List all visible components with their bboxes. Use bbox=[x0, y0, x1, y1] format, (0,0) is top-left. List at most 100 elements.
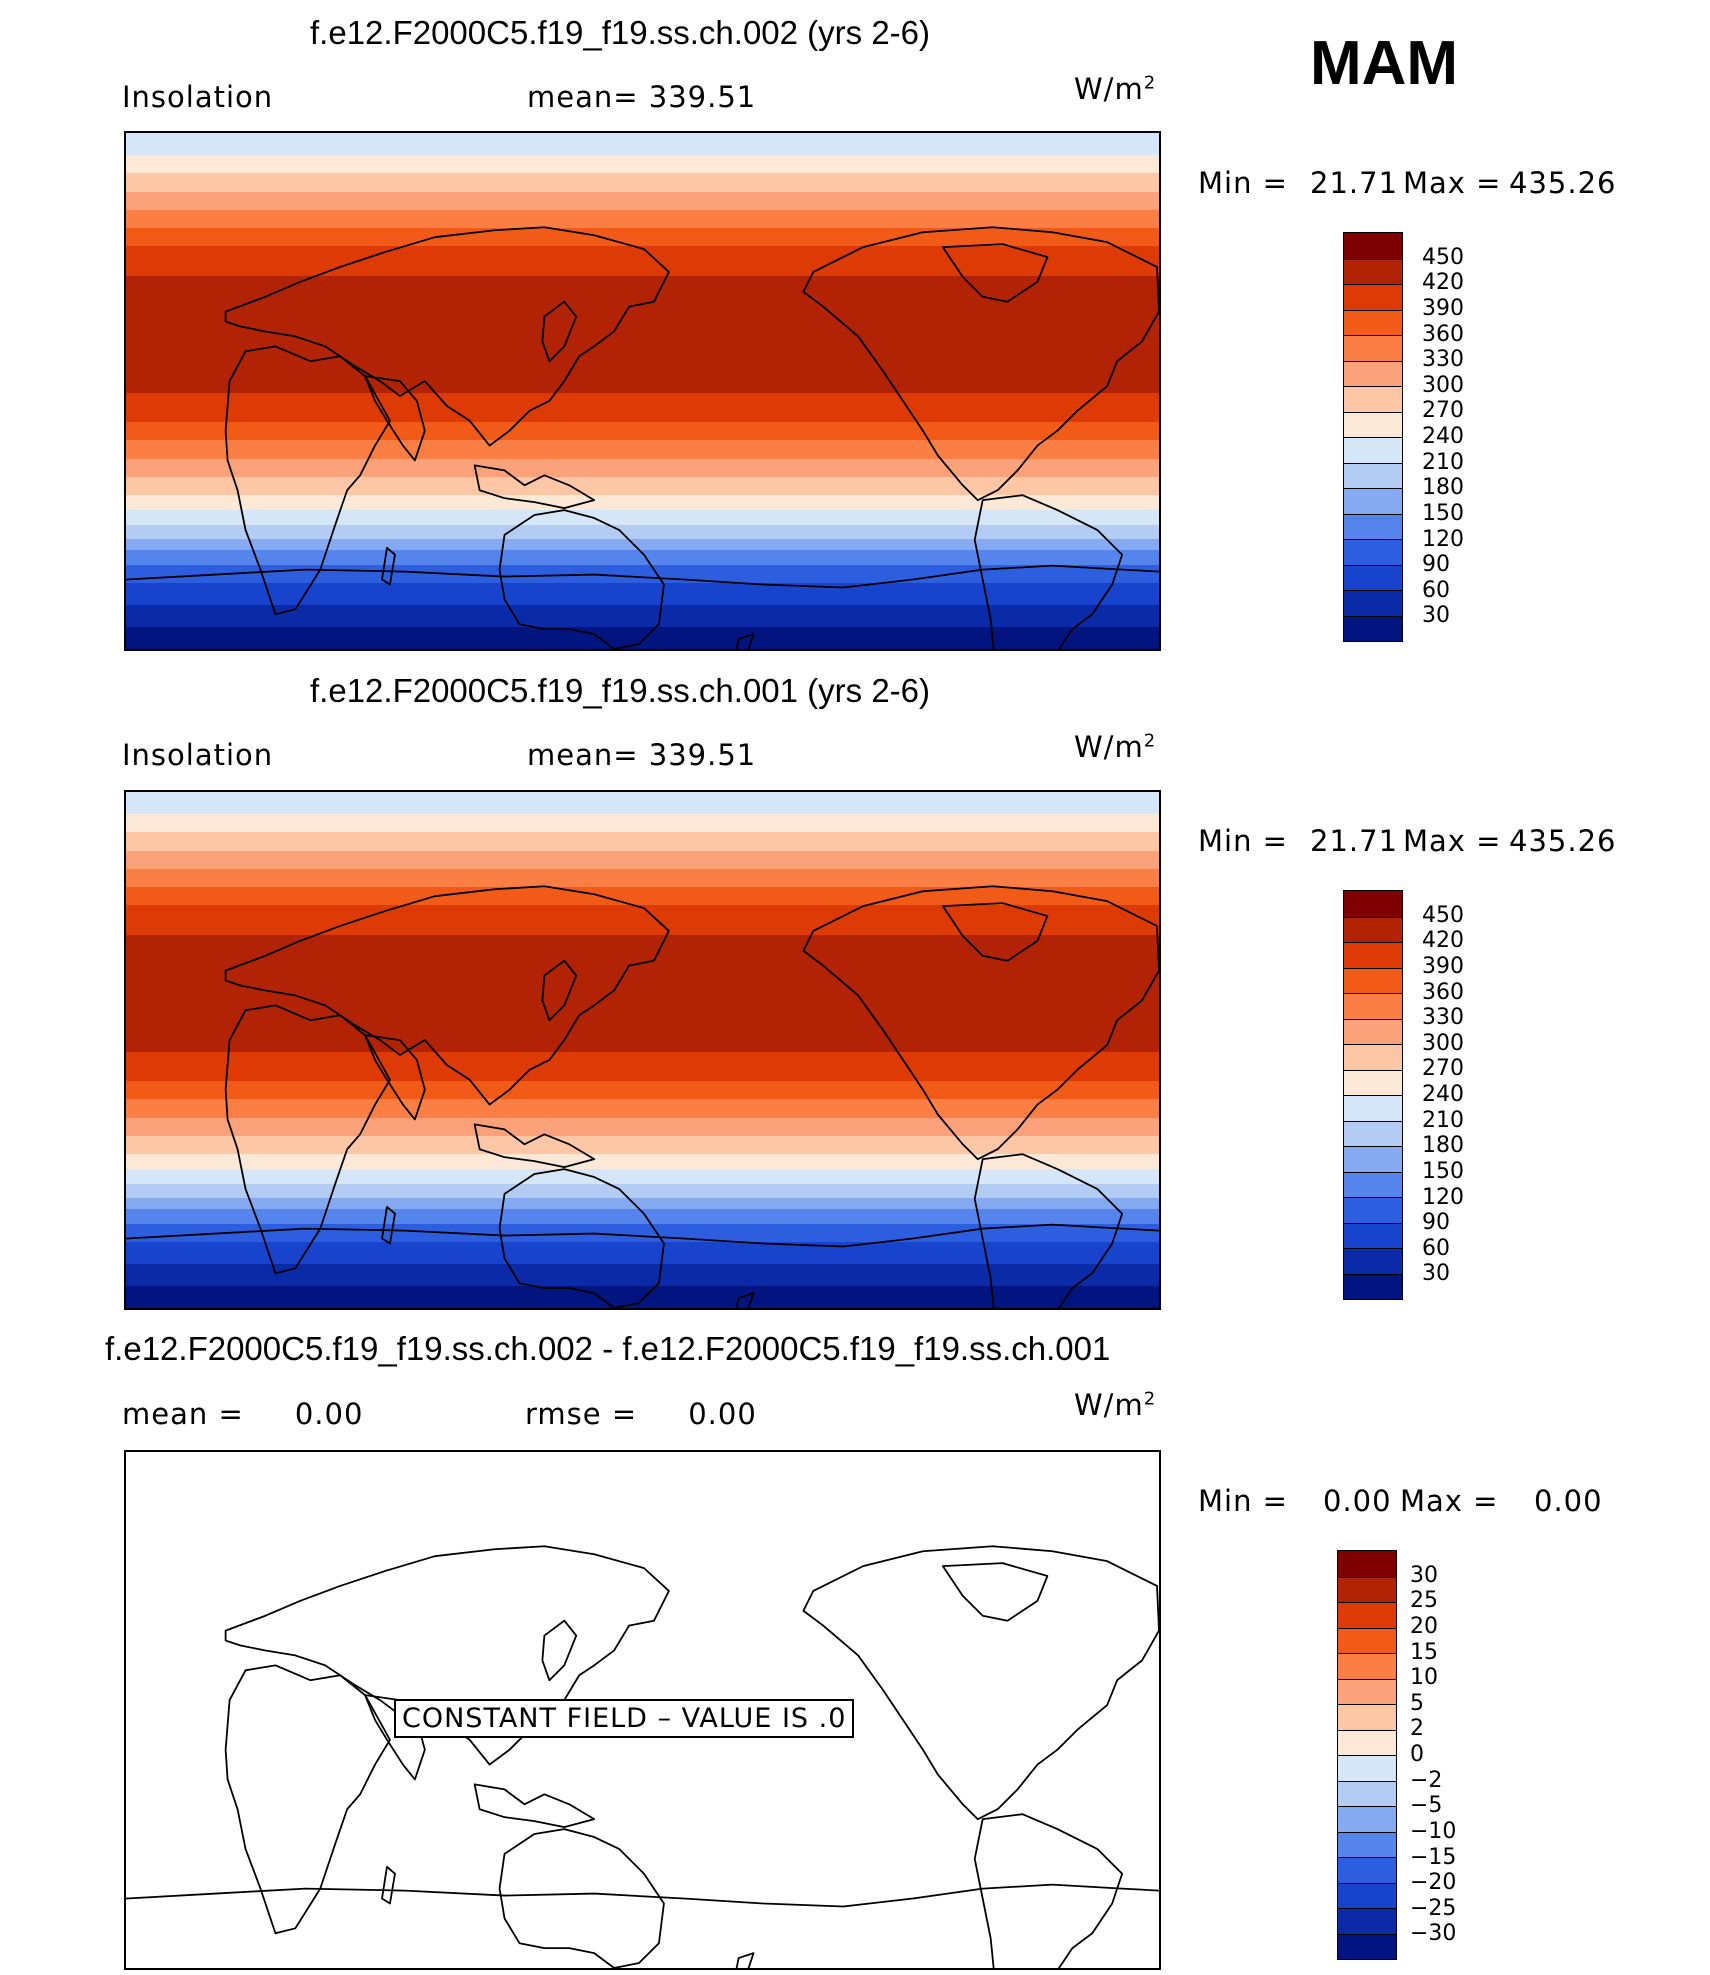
field-band bbox=[126, 495, 1159, 512]
greenland-coast bbox=[941, 243, 1049, 303]
field-band bbox=[126, 905, 1159, 937]
field-band bbox=[126, 334, 1159, 395]
field-band bbox=[126, 813, 1159, 834]
colorbar-swatch bbox=[1344, 1146, 1402, 1172]
colorbar-swatch bbox=[1338, 1908, 1396, 1934]
panel-3-colorbar bbox=[1337, 1550, 1397, 1960]
australia-coast bbox=[498, 1828, 665, 1968]
colorbar-swatch bbox=[1344, 1044, 1402, 1070]
colorbar-tick-label: −15 bbox=[1410, 1844, 1457, 1870]
colorbar-swatch bbox=[1344, 360, 1402, 386]
new-zealand-coast bbox=[735, 633, 755, 649]
colorbar-tick-label: 210 bbox=[1422, 449, 1464, 475]
panel-3-max-label: Max = bbox=[1400, 1484, 1499, 1518]
new-zealand-coast bbox=[735, 1292, 755, 1308]
colorbar-swatch bbox=[1338, 1806, 1396, 1832]
eurasia-coast bbox=[224, 885, 670, 1106]
panel-1-map bbox=[124, 131, 1161, 651]
indonesia-coast bbox=[473, 464, 596, 509]
colorbar-tick-label: 360 bbox=[1422, 321, 1464, 347]
colorbar-swatch bbox=[1344, 590, 1402, 616]
field-band bbox=[126, 1183, 1159, 1200]
colorbar-swatch bbox=[1344, 967, 1402, 993]
field-band bbox=[126, 605, 1159, 629]
field-band bbox=[126, 191, 1159, 212]
panel-1-max-value: 435.26 bbox=[1509, 166, 1617, 200]
africa-coast bbox=[224, 345, 391, 616]
madagascar-coast bbox=[381, 1205, 396, 1245]
colorbar-swatch bbox=[1344, 615, 1402, 641]
field-band bbox=[126, 275, 1159, 336]
panel-1-units: W/m2 bbox=[1074, 72, 1157, 106]
colorbar-tick-label: 120 bbox=[1422, 526, 1464, 552]
south-america-coast bbox=[973, 1813, 1124, 1968]
south-america-coast bbox=[973, 1153, 1124, 1308]
colorbar-tick-label: 2 bbox=[1410, 1716, 1424, 1742]
panel-3-min-label: Min = bbox=[1198, 1484, 1288, 1518]
colorbar-swatch bbox=[1338, 1857, 1396, 1883]
japan-coast bbox=[541, 300, 578, 363]
colorbar-swatch bbox=[1338, 1831, 1396, 1857]
colorbar-swatch bbox=[1344, 539, 1402, 565]
field-band bbox=[126, 1198, 1159, 1211]
colorbar-swatch bbox=[1344, 1018, 1402, 1044]
africa-coast bbox=[224, 1004, 391, 1275]
panel-1-colorbar bbox=[1343, 232, 1403, 642]
colorbar-tick-label: 30 bbox=[1422, 603, 1450, 629]
field-band bbox=[126, 392, 1159, 424]
colorbar-tick-label: −10 bbox=[1410, 1818, 1457, 1844]
colorbar-tick-label: 20 bbox=[1410, 1613, 1438, 1639]
colorbar-tick-label: 120 bbox=[1422, 1184, 1464, 1210]
panel-1-min-value: 21.71 bbox=[1310, 166, 1399, 200]
colorbar-tick-label: 300 bbox=[1422, 372, 1464, 398]
field-band bbox=[126, 1081, 1159, 1101]
panel-2-units: W/m2 bbox=[1074, 730, 1157, 764]
colorbar-swatch bbox=[1338, 1882, 1396, 1908]
colorbar-swatch bbox=[1344, 891, 1402, 917]
field-band bbox=[126, 934, 1159, 995]
colorbar-swatch bbox=[1338, 1602, 1396, 1628]
colorbar-tick-label: 30 bbox=[1422, 1261, 1450, 1287]
colorbar-swatch bbox=[1338, 1653, 1396, 1679]
field-band bbox=[126, 1286, 1159, 1308]
field-band bbox=[126, 832, 1159, 853]
field-band bbox=[126, 1264, 1159, 1288]
colorbar-tick-label: −2 bbox=[1410, 1767, 1443, 1793]
colorbar-tick-label: 60 bbox=[1422, 1235, 1450, 1261]
panel-1-field-bands bbox=[126, 133, 1159, 649]
africa-coast bbox=[224, 1664, 391, 1935]
field-band bbox=[126, 993, 1159, 1054]
colorbar-swatch bbox=[1344, 1069, 1402, 1095]
field-band bbox=[126, 868, 1159, 889]
north-america-coast bbox=[802, 885, 1159, 1161]
colorbar-tick-label: 150 bbox=[1422, 500, 1464, 526]
indonesia-coast bbox=[473, 1783, 596, 1828]
colorbar-swatch bbox=[1338, 1576, 1396, 1602]
panel-2-colorbar bbox=[1343, 890, 1403, 1300]
colorbar-tick-label: 330 bbox=[1422, 1005, 1464, 1031]
colorbar-swatch bbox=[1344, 488, 1402, 514]
colorbar-swatch bbox=[1344, 386, 1402, 412]
panel-3-min-value: 0.00 bbox=[1323, 1484, 1392, 1518]
north-america-coast bbox=[802, 1545, 1159, 1821]
colorbar-tick-label: 450 bbox=[1422, 902, 1464, 928]
madagascar-coast bbox=[381, 1865, 396, 1905]
field-band bbox=[126, 1242, 1159, 1266]
panel-2-title: f.e12.F2000C5.f19_f19.ss.ch.001 (yrs 2-6… bbox=[310, 672, 931, 709]
panel-2-max-value: 435.26 bbox=[1509, 824, 1617, 858]
colorbar-tick-label: 270 bbox=[1422, 1056, 1464, 1082]
colorbar-swatch bbox=[1344, 513, 1402, 539]
panel-1-title: f.e12.F2000C5.f19_f19.ss.ch.002 (yrs 2-6… bbox=[310, 14, 931, 51]
colorbar-tick-label: 90 bbox=[1422, 552, 1450, 578]
colorbar-swatch bbox=[1344, 309, 1402, 335]
japan-coast bbox=[541, 1619, 578, 1682]
coastline-overlay bbox=[126, 885, 1159, 1308]
colorbar-swatch bbox=[1338, 1551, 1396, 1577]
colorbar-swatch bbox=[1344, 564, 1402, 590]
colorbar-tick-label: 180 bbox=[1422, 475, 1464, 501]
field-band bbox=[126, 792, 1159, 816]
colorbar-tick-label: 5 bbox=[1410, 1690, 1424, 1716]
greenland-coast bbox=[941, 1562, 1049, 1622]
antarctica-coast bbox=[126, 1223, 1159, 1248]
colorbar-swatch bbox=[1344, 411, 1402, 437]
